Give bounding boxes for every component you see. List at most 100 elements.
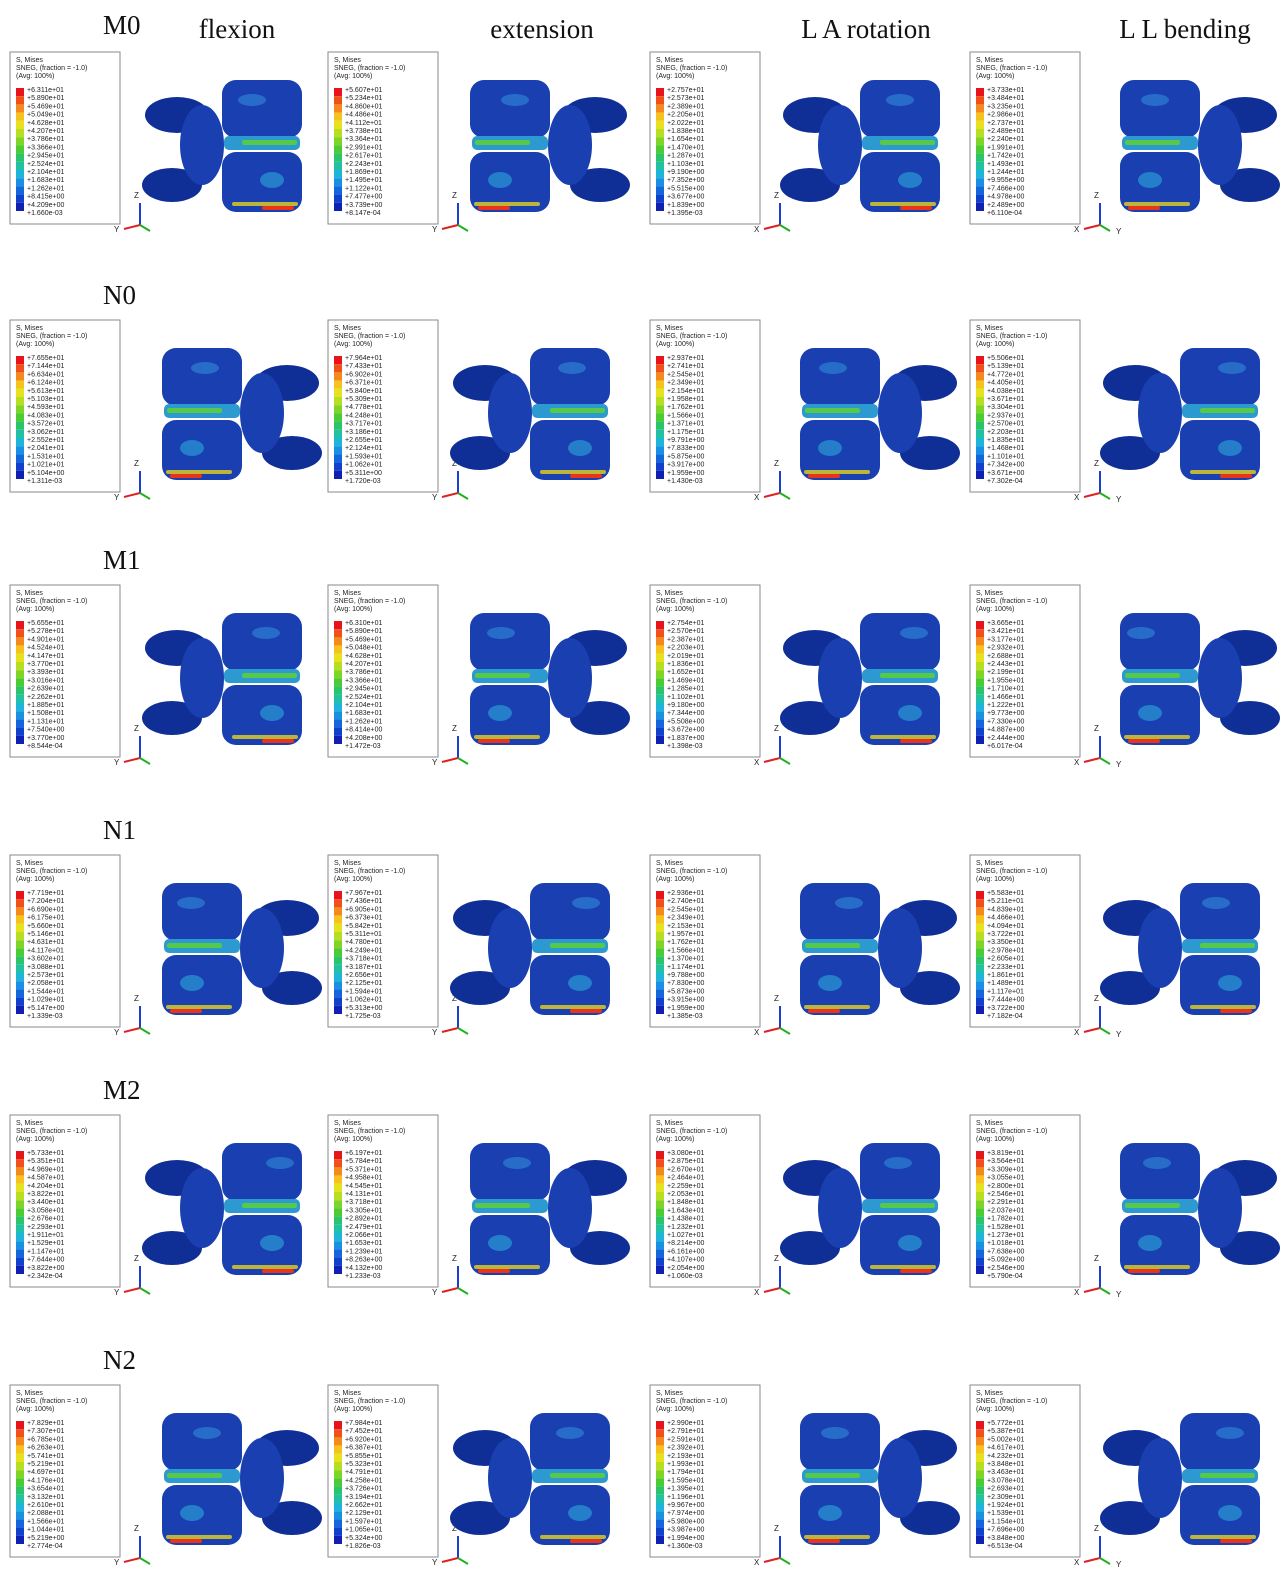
color-swatch: [656, 471, 664, 479]
legend-value: +6.263e+01: [27, 1445, 64, 1452]
color-swatch: [656, 454, 664, 462]
legend-value: +2.309e+01: [987, 1494, 1024, 1501]
triad-axis: [124, 758, 140, 762]
color-swatch: [16, 446, 24, 454]
color-swatch: [976, 973, 984, 981]
triad-axis: [1084, 758, 1100, 762]
color-swatch: [656, 1258, 664, 1266]
color-swatch: [656, 728, 664, 736]
color-swatch: [16, 1462, 24, 1470]
legend-value: +4.147e+01: [27, 653, 64, 660]
legend-value: +6.197e+01: [345, 1150, 382, 1157]
color-swatch: [334, 670, 342, 678]
stress-spot: [1218, 975, 1242, 991]
legend-value: +5.842e+01: [345, 923, 382, 930]
legend-value: +1.430e-03: [667, 478, 703, 485]
vertebral-body: [1180, 1413, 1260, 1471]
legend-value: +6.311e+01: [27, 87, 64, 94]
stress-peak: [170, 1009, 202, 1013]
legend-header: SNEG, (fraction = -1.0): [976, 598, 1047, 605]
legend-value: +1.489e+01: [987, 980, 1024, 987]
color-swatch: [16, 405, 24, 413]
stress-peak: [262, 1269, 294, 1273]
legend-value: +2.990e+01: [667, 1420, 704, 1427]
row-label: N0: [103, 280, 136, 310]
triad-label: Z: [774, 994, 779, 1003]
legend-value: +8.214e+00: [667, 1240, 704, 1247]
disc-band: [1200, 943, 1255, 948]
legend-value: +1.720e-03: [345, 478, 381, 485]
legend-value: +2.233e+01: [987, 964, 1024, 971]
legend-value: +1.395e+01: [667, 1486, 704, 1493]
legend-value: +1.029e+01: [27, 997, 64, 1004]
legend-header: SNEG, (fraction = -1.0): [334, 868, 405, 875]
legend-value: +4.587e+01: [27, 1175, 64, 1182]
triad-label: Y: [432, 1558, 438, 1567]
legend-value: +4.112e+01: [345, 120, 382, 127]
color-swatch: [16, 1241, 24, 1249]
disc-band: [242, 140, 297, 145]
color-swatch: [976, 662, 984, 670]
color-swatch: [334, 405, 342, 413]
legend-value: +1.653e+01: [345, 1240, 382, 1247]
legend-value: +2.545e+01: [667, 371, 704, 378]
triad-label: Y: [432, 493, 438, 502]
color-swatch: [976, 1454, 984, 1462]
legend-value: +4.697e+01: [27, 1469, 64, 1476]
legend-value: +7.344e+00: [667, 710, 704, 717]
legend-value: +3.738e+01: [345, 128, 382, 135]
color-swatch: [976, 1487, 984, 1495]
transverse-process: [240, 373, 284, 453]
stress-band: [1124, 735, 1190, 739]
legend-header: S, Mises: [656, 1120, 683, 1127]
vertebra-model: [470, 80, 630, 212]
stress-peak: [808, 1539, 840, 1543]
legend-value: +5.790e-04: [987, 1273, 1023, 1280]
legend-value: +1.239e+01: [345, 1248, 382, 1255]
stress-spot: [191, 362, 219, 374]
stress-band: [1190, 470, 1256, 474]
legend-header: S, Mises: [16, 1390, 43, 1397]
stress-spot: [487, 627, 515, 639]
color-swatch: [976, 654, 984, 662]
color-swatch: [334, 1241, 342, 1249]
legend-value: +1.566e+01: [27, 1518, 64, 1525]
legend-value: +3.564e+01: [987, 1158, 1024, 1165]
color-swatch: [334, 907, 342, 915]
triad-axis: [124, 1028, 140, 1032]
color-swatch: [656, 1478, 664, 1486]
legend-header: S, Mises: [976, 1390, 1003, 1397]
legend-header: S, Mises: [334, 1120, 361, 1127]
stress-spot: [260, 705, 284, 721]
color-swatch: [976, 1151, 984, 1159]
legend-value: +6.161e+00: [667, 1248, 704, 1255]
color-swatch: [16, 1470, 24, 1478]
color-swatch: [976, 1478, 984, 1486]
color-swatch: [16, 96, 24, 104]
color-swatch: [656, 1241, 664, 1249]
transverse-process: [488, 1438, 532, 1518]
legend-value: +2.591e+01: [667, 1436, 704, 1443]
color-swatch: [16, 916, 24, 924]
stress-spot: [488, 1235, 512, 1251]
color-swatch: [16, 121, 24, 129]
legend-header: S, Mises: [656, 325, 683, 332]
legend-value: +5.311e+00: [345, 470, 382, 477]
triad-label: Z: [1094, 191, 1099, 200]
legend-value: +4.405e+01: [987, 380, 1024, 387]
triad-axis: [124, 225, 140, 229]
triad-axis: [140, 758, 150, 764]
legend-value: +5.873e+00: [667, 988, 704, 995]
color-swatch: [976, 1495, 984, 1503]
legend-value: +2.932e+01: [987, 645, 1024, 652]
color-swatch: [976, 88, 984, 96]
color-swatch: [16, 471, 24, 479]
color-swatch: [16, 989, 24, 997]
legend-value: +7.433e+01: [345, 363, 382, 370]
color-swatch: [334, 1536, 342, 1544]
legend-value: +2.203e+01: [987, 429, 1024, 436]
legend-value: +3.718e+01: [345, 1199, 382, 1206]
color-swatch: [656, 1233, 664, 1241]
vertebra-model: [780, 80, 940, 212]
legend-value: +5.278e+01: [27, 628, 64, 635]
